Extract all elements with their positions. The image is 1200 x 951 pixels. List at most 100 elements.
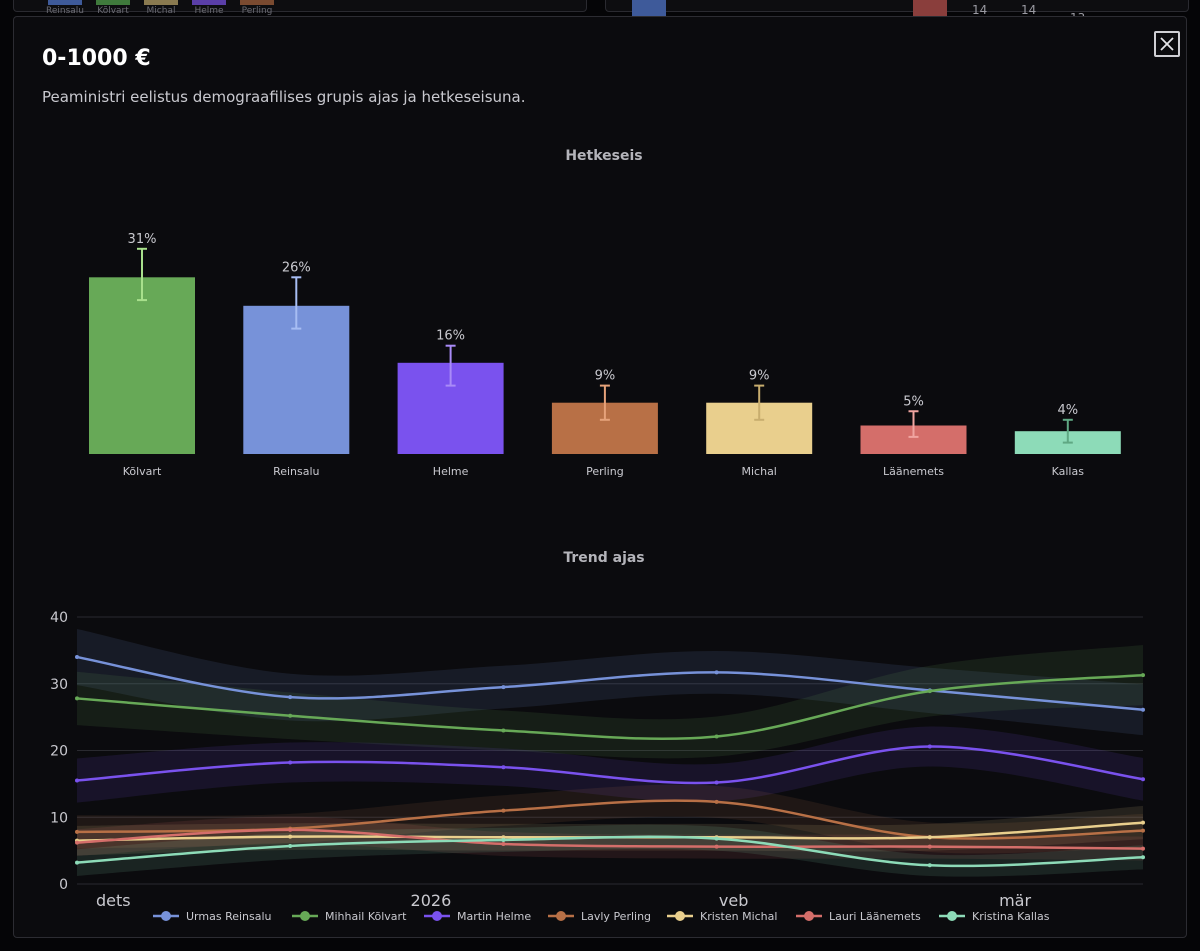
trend-point <box>75 840 79 845</box>
trend-point <box>714 836 719 841</box>
trend-point <box>1141 846 1145 851</box>
background-legend-item: Michal <box>144 0 178 16</box>
background-legend-label: Helme <box>194 6 224 16</box>
bar-value-label: 31% <box>128 232 157 247</box>
background-legend: Reinsalu Kõlvart Michal Helme Perling <box>46 0 274 16</box>
background-legend-swatch <box>48 0 82 5</box>
trend-line-series-0 <box>76 655 1144 712</box>
trend-chart-title: Trend ajas <box>563 550 644 566</box>
legend-label: Martin Helme <box>457 910 531 923</box>
trend-point <box>288 695 293 700</box>
bar-category-label: Helme <box>433 465 469 478</box>
background-bar <box>913 0 947 16</box>
confidence-band <box>77 645 1143 759</box>
trend-y-tick-label: 30 <box>50 677 68 693</box>
bar-category-label: Perling <box>586 465 624 478</box>
trend-legend-item: Urmas Reinsalu <box>153 910 272 923</box>
legend-dot-swatch <box>556 911 566 921</box>
modal-subtitle: Peaministri eelistus demograafilises gru… <box>42 88 526 106</box>
trend-x-tick-label: 2026 <box>411 891 452 910</box>
trend-point <box>714 670 719 675</box>
background-dashboard: Reinsalu Kõlvart Michal Helme Perling 14 14 … <box>0 0 1200 16</box>
trend-point <box>927 689 932 694</box>
trend-point <box>501 837 506 842</box>
legend-dot-swatch <box>675 911 685 921</box>
legend-dot-swatch <box>300 911 310 921</box>
trend-legend-item: Lauri Läänemets <box>796 910 921 923</box>
trend-point <box>714 734 719 739</box>
legend-label: Kristen Michal <box>700 910 777 923</box>
trend-legend-item: Lavly Perling <box>548 910 651 923</box>
bar-value-label: 9% <box>595 369 616 384</box>
background-legend-item: Reinsalu <box>46 0 84 16</box>
background-number: 14 <box>1021 3 1037 16</box>
bar-kõlvart <box>89 277 195 454</box>
background-bar <box>632 0 666 16</box>
trend-legend-item: Kristen Michal <box>667 910 777 923</box>
trend-point <box>75 655 79 660</box>
trend-legend-item: Mihhail Kõlvart <box>292 910 407 923</box>
trend-point <box>1141 820 1145 825</box>
background-legend-label: Perling <box>241 6 273 16</box>
legend-dot-swatch <box>161 911 171 921</box>
trend-point <box>75 829 79 834</box>
background-legend-label: Kõlvart <box>97 6 129 16</box>
legend-label: Kristina Kallas <box>972 910 1050 923</box>
background-number: 13 <box>1070 11 1085 16</box>
bar-value-label: 4% <box>1057 403 1078 418</box>
trend-point <box>927 863 932 868</box>
confidence-band <box>77 629 1143 736</box>
legend-dot-swatch <box>804 911 814 921</box>
background-legend-swatch <box>96 0 130 5</box>
demographic-detail-modal: 0-1000 € Peaministri eelistus demograafi… <box>13 16 1187 938</box>
bar-value-label: 9% <box>749 369 770 384</box>
legend-label: Mihhail Kõlvart <box>325 910 407 923</box>
trend-point <box>714 844 719 849</box>
close-button[interactable] <box>1154 31 1180 57</box>
trend-x-tick-label: mär <box>999 891 1031 910</box>
current-standing-bar-chart: Hetkeseis 31% Kõlvart 26% Reinsalu 16% Helme 9… <box>89 148 1121 478</box>
trend-point <box>501 685 506 690</box>
trend-point <box>1141 707 1145 712</box>
trend-point <box>501 765 506 770</box>
trend-point <box>1141 828 1145 833</box>
trend-line-series-2 <box>76 745 1144 785</box>
trend-y-tick-label: 20 <box>50 744 68 760</box>
bar-value-label: 16% <box>436 329 465 344</box>
confidence-band <box>77 726 1143 803</box>
background-card-right <box>605 0 1189 12</box>
bar-category-label: Kõlvart <box>123 465 162 478</box>
trend-point <box>288 843 293 848</box>
trend-y-tick-label: 10 <box>50 810 68 826</box>
background-legend-label: Reinsalu <box>46 6 84 16</box>
trend-legend-item: Martin Helme <box>424 910 531 923</box>
trend-point <box>714 799 719 804</box>
trend-point <box>501 728 506 733</box>
bar-chart-title: Hetkeseis <box>565 148 642 164</box>
trend-y-tick-label: 40 <box>50 610 68 626</box>
trend-point <box>288 760 293 765</box>
background-legend-item: Perling <box>240 0 274 16</box>
trend-line-series-5 <box>76 828 1144 850</box>
background-number: 14 <box>972 3 988 16</box>
confidence-band <box>77 816 1143 861</box>
legend-dot-swatch <box>432 911 442 921</box>
background-legend-swatch <box>192 0 226 5</box>
background-legend-item: Helme <box>192 0 226 16</box>
trend-point <box>75 696 79 701</box>
trend-line-series-6 <box>76 835 1144 868</box>
trend-x-tick-label: veb <box>719 891 748 910</box>
trend-point <box>927 744 932 749</box>
trend-point <box>927 835 932 840</box>
trend-point <box>288 827 293 832</box>
bar-category-label: Michal <box>742 465 777 478</box>
trend-point <box>714 780 719 785</box>
trend-legend-item: Kristina Kallas <box>939 910 1050 923</box>
trend-point <box>288 834 293 839</box>
background-legend-swatch <box>240 0 274 5</box>
legend-dot-swatch <box>947 911 957 921</box>
trend-line-chart: Trend ajas 0 10 20 30 40 dets 2026 veb mär Urmas… <box>50 550 1145 923</box>
bar-category-label: Reinsalu <box>273 465 319 478</box>
background-legend-label: Michal <box>146 6 176 16</box>
trend-point <box>75 860 79 865</box>
